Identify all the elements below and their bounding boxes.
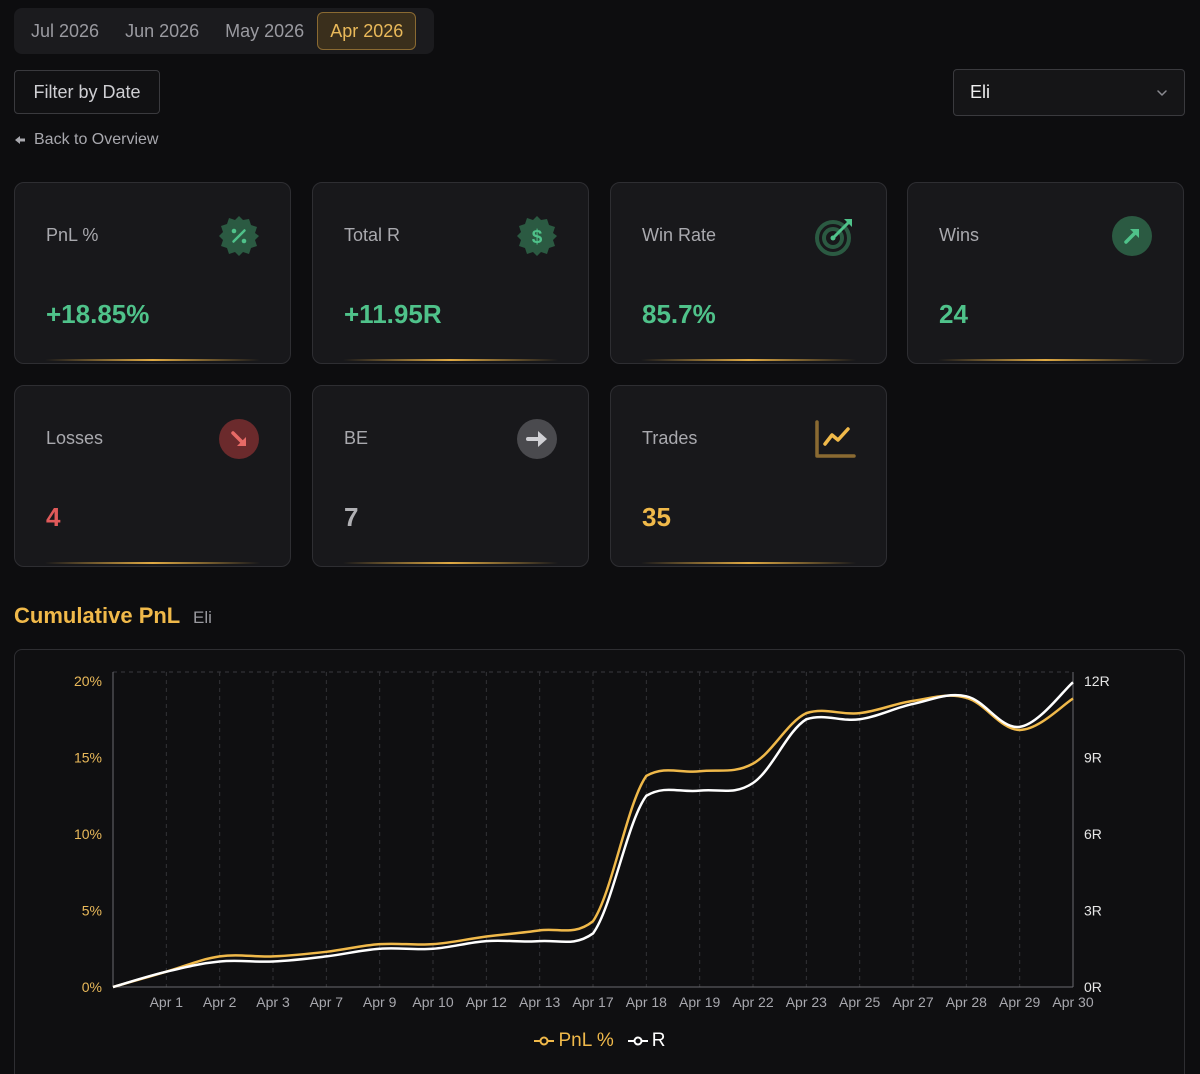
y-right-tick-label: 0R [1084, 979, 1102, 995]
svg-text:$: $ [532, 227, 543, 248]
tab-jun-2026[interactable]: Jun 2026 [125, 20, 200, 41]
tab-apr-2026[interactable]: Apr 2026 [317, 12, 417, 50]
x-tick-label: Apr 29 [999, 994, 1040, 1010]
y-left-tick-label: 10% [74, 826, 102, 842]
stat-card-total-r: Total R +11.95R $ [312, 182, 589, 364]
x-tick-label: Apr 23 [786, 994, 827, 1010]
legend-item-r[interactable]: R [627, 1030, 666, 1052]
x-tick-label: Apr 19 [679, 994, 720, 1010]
tab-jul-2026[interactable]: Jul 2026 [31, 20, 100, 41]
stat-value: 35 [642, 502, 671, 532]
stat-card-losses: Losses 4 [14, 385, 291, 567]
legend-label-r: R [651, 1030, 666, 1051]
legend-label-pnl: PnL % [558, 1030, 614, 1051]
back-to-overview-link[interactable]: Back to Overview [14, 131, 158, 149]
y-left-tick-label: 20% [74, 673, 102, 689]
stat-label: Win Rate [642, 225, 717, 245]
user-select[interactable]: Eli [953, 69, 1185, 116]
chart-legend: PnL % R [0, 1030, 1200, 1052]
x-tick-label: Apr 9 [363, 994, 397, 1010]
filter-by-date-button[interactable]: Filter by Date [14, 70, 160, 114]
stat-value: 4 [46, 502, 61, 532]
arrow-up-right-icon [1112, 216, 1152, 256]
stat-card-win-rate: Win Rate 85.7% [610, 182, 887, 364]
y-left-tick-label: 0% [82, 979, 102, 995]
stat-value: 24 [939, 299, 968, 329]
arrow-right-icon [517, 419, 557, 459]
stat-value: 7 [344, 502, 359, 532]
back-link-label: Back to Overview [34, 131, 159, 148]
chart-subtitle: Eli [193, 608, 212, 627]
x-tick-label: Apr 10 [412, 994, 453, 1010]
x-tick-label: Apr 30 [1052, 994, 1093, 1010]
x-tick-label: Apr 3 [256, 994, 290, 1010]
x-tick-label: Apr 18 [626, 994, 667, 1010]
x-tick-label: Apr 13 [519, 994, 560, 1010]
x-tick-label: Apr 25 [839, 994, 880, 1010]
stat-label: PnL % [46, 225, 99, 245]
line-chart-icon [815, 420, 856, 458]
y-right-tick-label: 6R [1084, 826, 1102, 842]
y-right-tick-label: 9R [1084, 750, 1102, 766]
x-tick-label: Apr 17 [572, 994, 613, 1010]
x-tick-label: Apr 28 [946, 994, 987, 1010]
chevron-down-icon [1157, 89, 1167, 96]
chart-title: Cumulative PnL [14, 603, 181, 628]
series-line-pnl [112, 694, 1074, 989]
stat-label: Total R [344, 225, 401, 245]
stat-card-wins: Wins 24 [907, 182, 1184, 364]
target-icon [815, 219, 852, 256]
y-left-tick-label: 5% [82, 903, 102, 919]
arrow-left-icon [15, 136, 25, 144]
legend-marker-pnl [534, 1036, 555, 1046]
arrow-down-right-icon [219, 419, 259, 459]
x-tick-label: Apr 1 [150, 994, 184, 1010]
stat-label: Trades [642, 428, 698, 448]
tab-may-2026[interactable]: May 2026 [225, 20, 305, 41]
dollar-badge-icon: $ [517, 216, 557, 256]
y-left-tick-label: 15% [74, 750, 102, 766]
percent-badge-icon [219, 216, 259, 256]
x-tick-label: Apr 7 [310, 994, 344, 1010]
x-tick-label: Apr 2 [203, 994, 237, 1010]
chart-panel [14, 649, 1185, 1074]
stat-card-be: BE 7 [312, 385, 589, 567]
y-right-tick-label: 12R [1084, 673, 1110, 689]
x-tick-label: Apr 22 [732, 994, 773, 1010]
legend-marker-r [627, 1036, 648, 1046]
stat-value: 85.7% [642, 299, 716, 329]
y-right-tick-label: 3R [1084, 903, 1102, 919]
user-select-value: Eli [970, 82, 991, 102]
x-tick-label: Apr 27 [892, 994, 933, 1010]
stat-label: Losses [46, 428, 104, 448]
x-tick-label: Apr 12 [466, 994, 507, 1010]
series-line-r [112, 681, 1074, 989]
stat-card-pnl: PnL % +18.85% [14, 182, 291, 364]
stat-value: +18.85% [46, 299, 150, 329]
stat-card-trades: Trades 35 [610, 385, 887, 567]
legend-item-pnl[interactable]: PnL % [534, 1030, 614, 1052]
stat-label: Wins [939, 225, 979, 245]
stat-label: BE [344, 428, 369, 448]
stat-value: +11.95R [344, 299, 442, 329]
month-tabs: Jul 2026 Jun 2026 May 2026 Apr 2026 [14, 8, 434, 54]
